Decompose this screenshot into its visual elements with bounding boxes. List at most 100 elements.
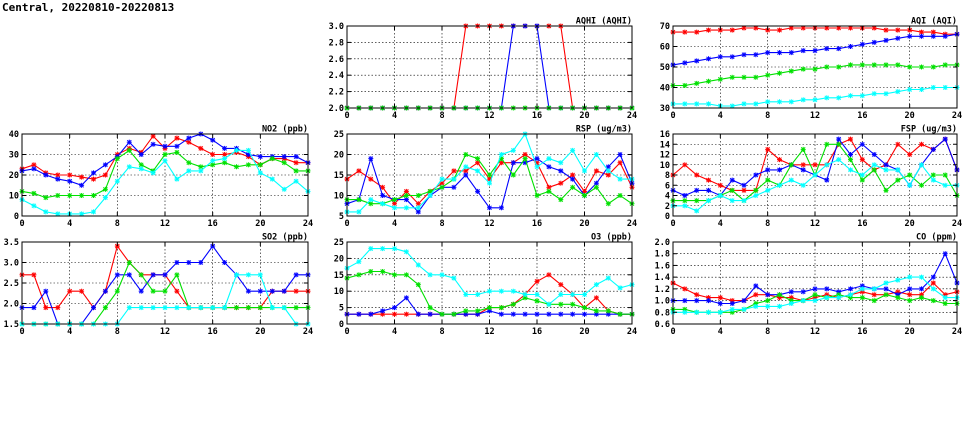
marker-stroke bbox=[717, 301, 723, 306]
marker-stroke bbox=[907, 182, 913, 188]
marker-stroke bbox=[534, 164, 540, 170]
data-point bbox=[114, 156, 120, 162]
data-point bbox=[138, 288, 144, 294]
marker-stroke bbox=[67, 193, 73, 198]
marker-stroke bbox=[392, 246, 397, 251]
marker-stroke bbox=[605, 275, 611, 281]
marker-stroke bbox=[174, 143, 180, 149]
y-tick-label: 5 bbox=[339, 304, 344, 314]
marker-stroke bbox=[824, 95, 830, 101]
marker-stroke bbox=[186, 260, 192, 265]
marker-stroke bbox=[79, 211, 84, 217]
marker-stroke bbox=[186, 139, 192, 145]
marker-stroke bbox=[91, 193, 96, 198]
data-point bbox=[210, 158, 216, 164]
data-point bbox=[682, 101, 688, 107]
marker-stroke bbox=[558, 282, 564, 287]
x-tick-label: 24 bbox=[627, 327, 637, 337]
plot-frame bbox=[672, 241, 958, 325]
marker-stroke bbox=[31, 166, 37, 172]
data-point bbox=[800, 97, 806, 103]
marker-stroke bbox=[871, 62, 877, 68]
marker-stroke bbox=[186, 168, 192, 174]
data-point bbox=[741, 187, 747, 193]
data-point bbox=[150, 272, 156, 278]
marker-stroke bbox=[777, 99, 782, 105]
x-tick-label: 4 bbox=[67, 327, 72, 337]
data-point bbox=[907, 27, 913, 33]
data-point bbox=[102, 186, 108, 192]
data-point bbox=[942, 301, 948, 306]
marker-stroke bbox=[281, 154, 287, 159]
data-point bbox=[570, 184, 576, 190]
data-point bbox=[717, 301, 723, 306]
data-point bbox=[510, 311, 516, 317]
x-tick-label: 8 bbox=[765, 327, 770, 337]
data-point bbox=[257, 272, 263, 278]
data-point bbox=[245, 305, 251, 311]
marker-stroke bbox=[729, 307, 735, 312]
data-point bbox=[126, 139, 132, 145]
marker-stroke bbox=[800, 162, 806, 168]
data-point bbox=[753, 101, 759, 107]
data-point bbox=[293, 288, 299, 294]
marker-stroke bbox=[717, 309, 723, 315]
marker-stroke bbox=[103, 195, 108, 200]
marker-stroke bbox=[162, 158, 168, 164]
marker-stroke bbox=[617, 285, 623, 291]
data-point bbox=[534, 292, 540, 297]
data-point bbox=[380, 269, 386, 274]
marker-stroke bbox=[114, 272, 120, 278]
data-point bbox=[546, 164, 552, 170]
marker-stroke bbox=[91, 209, 96, 215]
x-tick-label: 12 bbox=[160, 327, 170, 337]
marker-stroke bbox=[475, 156, 480, 161]
marker-stroke bbox=[682, 286, 688, 292]
data-point bbox=[368, 269, 374, 274]
marker-stroke bbox=[150, 170, 156, 176]
data-point bbox=[859, 41, 865, 47]
marker-stroke bbox=[694, 188, 700, 193]
marker-stroke bbox=[570, 172, 575, 178]
data-point bbox=[269, 288, 275, 294]
marker-stroke bbox=[246, 272, 251, 278]
marker-stroke bbox=[919, 29, 924, 35]
y-tick-label: 16 bbox=[660, 130, 670, 140]
data-point bbox=[942, 182, 948, 188]
marker-stroke bbox=[694, 172, 700, 178]
data-point bbox=[522, 311, 528, 317]
data-point bbox=[919, 64, 924, 70]
data-point bbox=[293, 178, 299, 184]
marker-stroke bbox=[682, 193, 688, 198]
data-point bbox=[475, 156, 481, 162]
data-point bbox=[210, 305, 216, 311]
data-point bbox=[593, 282, 599, 288]
marker-stroke bbox=[682, 203, 688, 209]
marker-stroke bbox=[871, 167, 877, 173]
marker-stroke bbox=[883, 292, 889, 298]
data-point bbox=[451, 275, 457, 281]
x-tick-label: 4 bbox=[392, 111, 397, 121]
marker-stroke bbox=[439, 176, 445, 182]
marker-stroke bbox=[895, 62, 901, 68]
marker-stroke bbox=[570, 292, 575, 297]
marker-stroke bbox=[534, 292, 540, 297]
marker-stroke bbox=[594, 180, 599, 186]
y-tick-label: 10 bbox=[9, 192, 19, 202]
marker-stroke bbox=[43, 195, 49, 200]
data-point bbox=[198, 305, 204, 311]
marker-stroke bbox=[942, 85, 948, 90]
data-point bbox=[919, 87, 924, 92]
data-point bbox=[257, 154, 263, 160]
data-point bbox=[836, 136, 842, 142]
marker-stroke bbox=[67, 172, 73, 178]
data-point bbox=[558, 197, 564, 203]
marker-stroke bbox=[222, 146, 227, 151]
marker-stroke bbox=[706, 309, 711, 315]
data-point bbox=[942, 295, 948, 301]
marker-stroke bbox=[246, 162, 251, 168]
marker-stroke bbox=[848, 93, 853, 99]
y-tick-label: 3.0 bbox=[329, 22, 344, 32]
data-point bbox=[463, 152, 469, 157]
marker-stroke bbox=[682, 162, 688, 168]
